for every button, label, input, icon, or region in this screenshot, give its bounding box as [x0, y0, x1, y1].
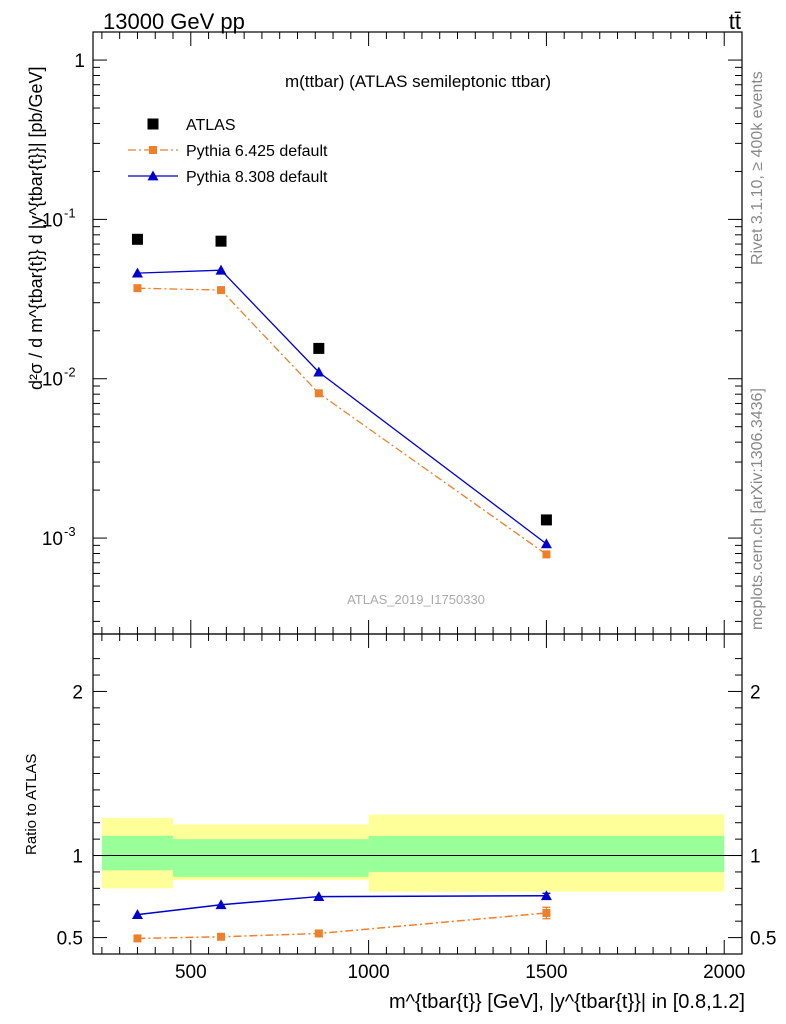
main-y-tick-exponent: -1	[64, 205, 76, 220]
watermark-label: ATLAS_2019_I1750330	[347, 592, 485, 607]
rivet-version-label: Rivet 3.1.10, ≥ 400k events	[749, 71, 766, 265]
atlas-data-point	[540, 514, 552, 526]
main-y-tick-exponent: -3	[64, 524, 76, 539]
main-plot: 110-110-210-3 m(ttbar) (ATLAS semilepton…	[26, 31, 743, 635]
ratio-pythia6-point	[542, 908, 551, 917]
atlas-data-point	[131, 233, 143, 245]
header-energy-label: 13000 GeV pp	[103, 9, 245, 34]
x-tick-label: 1500	[525, 962, 567, 983]
pythia8-point	[131, 267, 143, 278]
main-series-line	[137, 269, 547, 545]
legend-label: Pythia 8.308 default	[186, 169, 328, 186]
ratio-y-tick-label-right: 0.5	[750, 929, 776, 950]
atlas-data-point	[313, 342, 325, 354]
pythia6-point	[217, 286, 226, 295]
x-axis-label: m^{tbar{t}} [GeV], |y^{tbar{t}}| in [0.8…	[389, 991, 745, 1013]
ratio-band-green	[173, 839, 369, 877]
ratio-y-tick-label-right: 1	[750, 847, 761, 868]
legend-marker-pythia8	[147, 170, 159, 181]
legend-label: Pythia 6.425 default	[186, 143, 328, 160]
main-plot-title: m(ttbar) (ATLAS semileptonic ttbar)	[285, 72, 551, 91]
x-tick-label: 1000	[347, 962, 389, 983]
main-y-tick-exponent: -2	[64, 365, 76, 380]
ratio-pythia6-point	[133, 934, 142, 943]
x-tick-label: 500	[175, 962, 207, 983]
main-y-axis-label: d²σ / d m^{tbar{t}} d |y^{tbar{t}}| [pb/…	[26, 66, 46, 390]
legend-marker-pythia6	[149, 146, 157, 154]
main-y-tick-label: 10	[42, 529, 63, 550]
main-y-tick-label: 1	[74, 51, 85, 72]
pythia8-point	[540, 538, 552, 549]
pythia8-point	[313, 366, 325, 377]
legend: ATLAS Pythia 6.425 default Pythia 8.308 de…	[128, 117, 328, 186]
ratio-band-green	[368, 835, 725, 872]
ratio-y-axis-label: Ratio to ATLAS	[23, 754, 40, 855]
ratio-pythia6-point	[314, 929, 323, 938]
ratio-y-tick-label: 2	[72, 682, 83, 703]
pythia6-point	[542, 550, 551, 559]
ratio-series-line	[137, 894, 547, 916]
ratio-y-tick-label: 0.5	[57, 929, 83, 950]
main-y-tick-label: 10	[42, 370, 63, 391]
ratio-y-tick-label: 1	[72, 847, 83, 868]
ratio-pythia8-point	[131, 909, 143, 920]
pythia6-point	[133, 284, 142, 293]
header-process-label: tt̄	[729, 9, 741, 34]
ratio-y-tick-label-right: 2	[750, 682, 761, 703]
ratio-series-line	[137, 912, 547, 940]
ratio-plot-frame	[92, 633, 743, 955]
pythia8-point	[215, 264, 227, 275]
legend-marker-atlas	[147, 118, 159, 130]
main-series-line	[137, 287, 547, 555]
legend-label: ATLAS	[186, 117, 236, 134]
ratio-pythia8-point	[313, 891, 325, 901]
ratio-pythia8-point	[215, 899, 227, 910]
mcplots-label: mcplots.cern.ch [arXiv:1306.3436]	[749, 388, 766, 630]
pythia6-point	[314, 389, 323, 398]
main-y-tick-label: 10	[42, 210, 63, 231]
ratio-band-green	[101, 835, 174, 871]
atlas-data-point	[215, 235, 227, 247]
ratio-pythia8-point	[540, 890, 552, 901]
x-tick-label: 2000	[703, 962, 745, 983]
ratio-pythia6-point	[217, 932, 226, 941]
